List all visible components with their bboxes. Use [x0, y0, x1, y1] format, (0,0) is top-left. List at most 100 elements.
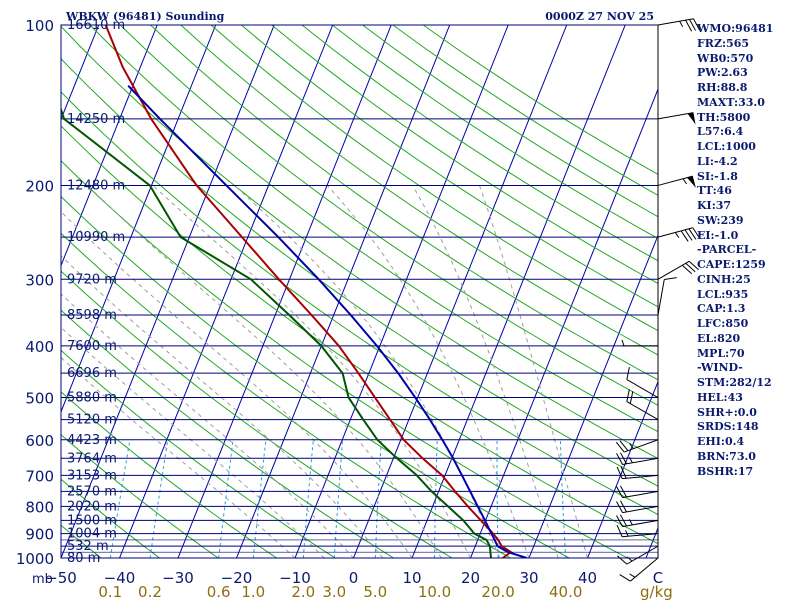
height-label: 9720 m [67, 272, 117, 287]
isotherm-line [587, 380, 658, 558]
mixing-ratio-label: 0.6 [207, 583, 231, 600]
height-label: 5880 m [67, 391, 117, 406]
wind-barb [621, 339, 658, 347]
height-label: 2570 m [67, 484, 117, 499]
height-label: 4423 m [67, 433, 117, 448]
wind-barb-flag [626, 367, 630, 380]
pressure-tick-label: 1000 [16, 550, 54, 568]
isotherm-line [353, 25, 568, 558]
index-item: PW:2.63 [697, 66, 748, 80]
wind-barb [616, 514, 659, 528]
index-item: -PARCEL- [697, 243, 757, 257]
isotherm-line [294, 25, 509, 558]
mixing-ratio-unit-label: g/kg [640, 583, 673, 600]
chart-title: WBKW (96481) Sounding [65, 10, 225, 23]
temperature-tick-label: −30 [162, 569, 194, 587]
wind-barb-staff [624, 439, 659, 453]
index-item: EHI:0.4 [697, 435, 745, 448]
index-item: WMO:96481 [697, 22, 774, 35]
wind-barb-staff [657, 112, 694, 120]
index-item: LI:-4.2 [697, 154, 738, 168]
wind-barb-pennant [687, 112, 696, 125]
index-item: KI:37 [697, 199, 732, 212]
wind-barb [657, 227, 701, 242]
index-item: EI:-1.0 [697, 228, 739, 242]
temperature-tick-label: −50 [45, 569, 77, 587]
wind-barb-flag [693, 18, 700, 31]
wind-barb-halfflag [679, 20, 684, 27]
height-label: 8598 m [67, 308, 117, 323]
wind-barb-pennant [686, 176, 696, 188]
wind-barb-flag [620, 485, 627, 498]
height-label: 532 m [67, 539, 109, 554]
temperature-tick-label: −40 [104, 569, 136, 587]
index-item: EL:820 [697, 331, 741, 345]
wind-barb [616, 524, 659, 538]
height-label: 3153 m [67, 468, 117, 483]
index-item: LFC:850 [697, 317, 749, 330]
wind-barb-flag [688, 260, 699, 271]
index-item: TH:5800 [697, 110, 751, 124]
height-label: 5120 m [67, 413, 117, 428]
mixing-ratio-label: 10.0 [418, 583, 451, 600]
wind-barb-staff [657, 18, 694, 26]
wind-barb-flag [692, 227, 701, 239]
index-item: STM:282/12 [697, 376, 772, 389]
temperature-tick-label: 0 [349, 569, 359, 587]
wind-barb-flag [685, 19, 693, 32]
index-item: TT:46 [697, 184, 732, 198]
wind-barb-flag [616, 486, 623, 498]
wind-barb [657, 260, 699, 280]
temperature-tick-label: 10 [402, 569, 421, 587]
mixing-ratio-label: 3.0 [322, 583, 346, 600]
pressure-tick-label: 900 [25, 526, 54, 544]
temperature-tick-label: 40 [578, 569, 597, 587]
pressure-tick-label: 600 [25, 432, 54, 450]
wind-barb [657, 277, 677, 316]
wind-barb-halfflag [629, 443, 634, 449]
wind-barb-flag [616, 524, 623, 537]
wind-barb [657, 18, 700, 32]
wind-barb-staff [657, 279, 665, 316]
wind-barb-halfflag [674, 232, 680, 238]
wind-barb-flag [620, 514, 627, 527]
height-label: 14250 m [67, 112, 125, 127]
height-label: 1500 m [67, 513, 117, 528]
wind-barb-staff [626, 379, 659, 398]
isotherm-line [470, 87, 658, 558]
wind-barb [657, 112, 696, 125]
temperature-tick-label: C [653, 569, 663, 587]
wind-barb [616, 466, 659, 480]
wind-barb-flag [620, 500, 627, 513]
wind-barb-staff [657, 260, 690, 280]
wind-barb-halfflag [628, 519, 633, 526]
pressure-tick-label: 500 [25, 390, 54, 408]
wind-barb-staff [622, 474, 659, 480]
wind-barb-flag [619, 574, 631, 582]
isotherm-line [61, 25, 158, 267]
index-item: L57:6.4 [697, 125, 744, 139]
wind-barb-staff [622, 457, 659, 466]
wind-barb-flag [664, 277, 677, 281]
wind-barb-flag [681, 264, 693, 275]
wind-barb-flag [616, 466, 623, 479]
index-item: BRN:73.0 [697, 449, 756, 463]
wind-barb [626, 389, 659, 421]
temperature-tick-label: 30 [519, 569, 538, 587]
pressure-tick-label: 400 [25, 338, 54, 356]
wind-barb-flag [619, 440, 629, 452]
index-item: CINH:25 [697, 272, 751, 286]
wind-barb [615, 439, 659, 453]
moist-adiabat-line [61, 356, 296, 558]
mixing-ratio-label: 20.0 [481, 583, 514, 600]
index-item: SHR+:0.0 [697, 405, 757, 419]
isotherm-line [177, 25, 392, 558]
wind-barb-flag [620, 466, 627, 479]
pressure-unit-label: mb [32, 572, 53, 587]
mixing-ratio-label: 5.0 [363, 583, 387, 600]
moist-adiabat-line [412, 185, 559, 558]
index-item: MAXT:33.0 [697, 95, 765, 109]
mixing-ratio-label: 40.0 [549, 583, 582, 600]
temperature-profile-line [104, 25, 512, 558]
valid-time: 0000Z 27 NOV 25 [545, 10, 654, 23]
